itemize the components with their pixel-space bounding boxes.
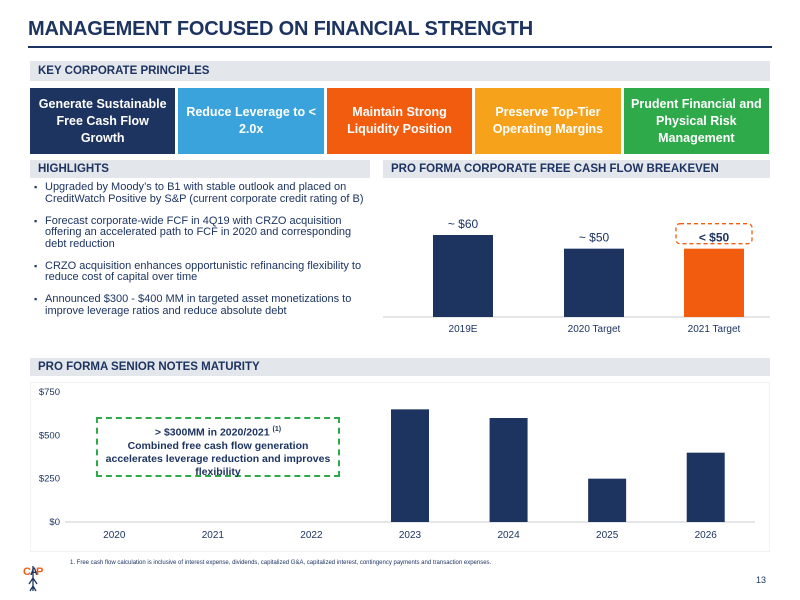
principle-liquidity: Maintain Strong Liquidity Position <box>326 88 473 154</box>
svg-text:P: P <box>36 566 43 578</box>
svg-text:A: A <box>30 566 38 578</box>
principles-header: KEY CORPORATE PRINCIPLES <box>30 61 770 81</box>
x-tick-2023: 2023 <box>399 530 422 541</box>
breakeven-chart: ~ $60 2019E ~ $50 2020 Target < $50 2021 Targ… <box>383 217 770 335</box>
breakeven-header: PRO FORMA CORPORATE FREE CASH FLOW BREAK… <box>383 160 770 178</box>
footnote: 1. Free cash flow calculation is inclusi… <box>70 560 492 566</box>
highlight-item: Upgraded by Moody’s to B1 with stable ou… <box>34 181 364 205</box>
x-tick-2020: 2020 <box>103 530 126 541</box>
page-number: 13 <box>755 575 766 585</box>
bar-2023 <box>391 409 429 522</box>
bar-2025 <box>588 478 627 522</box>
bar-0 <box>433 235 493 317</box>
maturity-chart: $0 $250 $500 $750 2020 2021 2022 2023 2024 2025 20… <box>30 382 770 552</box>
principle-risk-management: Prudent Financial and Physical Risk Mana… <box>623 88 770 154</box>
x-tick-2022: 2022 <box>300 530 323 541</box>
callout-headline: > $300MM in 2020/2021 <box>154 426 270 439</box>
x-tick-2025: 2025 <box>596 530 619 541</box>
cap-logo-icon: C A P <box>23 566 43 592</box>
svg-text:C: C <box>23 566 31 578</box>
data-label-0: ~ $60 <box>448 217 479 231</box>
y-tick-2: $500 <box>39 430 60 441</box>
x-tick-2021: 2021 <box>202 530 225 541</box>
x-tick-1: 2020 Target <box>568 324 621 335</box>
callout-footnote-ref: (1) <box>272 426 282 433</box>
maturity-header: PRO FORMA SENIOR NOTES MATURITY <box>30 358 770 376</box>
principle-margins: Preserve Top-Tier Operating Margins <box>475 88 621 154</box>
bar-2024 <box>489 418 528 522</box>
callout-body: Combined free cash flow generation accel… <box>105 439 331 478</box>
principle-reduce-leverage: Reduce Leverage to < 2.0x <box>178 88 324 154</box>
principle-fcf-growth: Generate Sustainable Free Cash Flow Grow… <box>30 88 176 154</box>
x-tick-2: 2021 Target <box>688 324 741 335</box>
highlights-list: Upgraded by Moody’s to B1 with stable ou… <box>34 181 364 328</box>
y-tick-0: $0 <box>49 517 60 528</box>
bar-1 <box>564 248 624 317</box>
x-tick-2024: 2024 <box>497 530 520 541</box>
y-tick-1: $250 <box>39 474 60 485</box>
bar-2026 <box>686 452 725 522</box>
y-tick-3: $750 <box>39 387 60 398</box>
highlights-header: HIGHLIGHTS <box>30 160 370 178</box>
callout-box: > $300MM in 2020/2021 (1) Combined free … <box>96 417 340 478</box>
x-tick-0: 2019E <box>449 324 478 335</box>
highlight-item: Announced $300 - $400 MM in targeted ass… <box>34 293 364 317</box>
highlight-item: Forecast corporate-wide FCF in 4Q19 with… <box>34 215 364 251</box>
bar-2 <box>684 248 744 317</box>
title-divider <box>28 46 772 48</box>
x-tick-2026: 2026 <box>695 530 718 541</box>
data-label-2: < $50 <box>699 231 730 245</box>
data-label-1: ~ $50 <box>579 231 610 245</box>
principles-row: Generate Sustainable Free Cash Flow Grow… <box>30 88 770 154</box>
page-title: MANAGEMENT FOCUSED ON FINANCIAL STRENGTH <box>28 18 533 40</box>
highlight-item: CRZO acquisition enhances opportunistic … <box>34 260 364 284</box>
highlight-box <box>675 223 753 245</box>
